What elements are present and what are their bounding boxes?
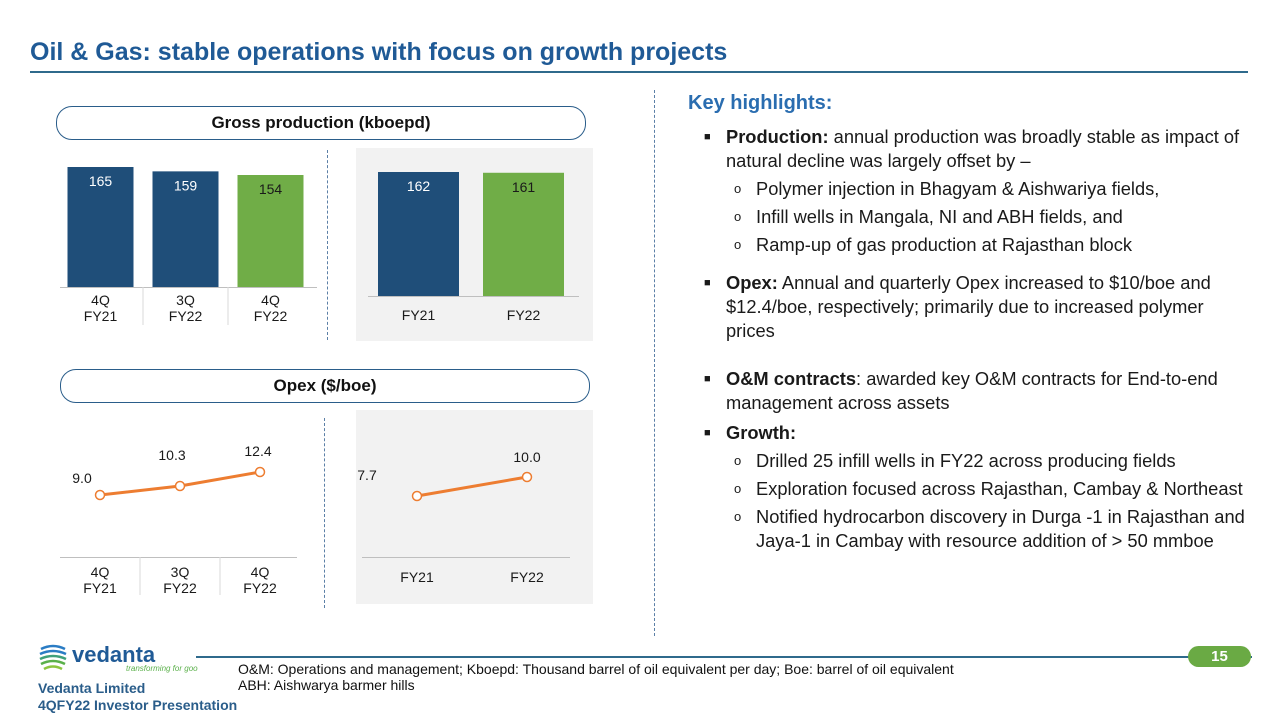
opex-label: Opex ($/boe): [60, 369, 590, 403]
om-bold-label: O&M contracts: [726, 368, 857, 389]
x-tick-label: FY22: [510, 569, 544, 585]
annual-opex-panel: [356, 410, 593, 604]
logo-mark-icon: [39, 643, 67, 671]
opex-bold-label: Opex:: [726, 272, 778, 293]
bar-value-label: 159: [174, 177, 198, 193]
key-highlights: Key highlights: ■ Production: annual pro…: [688, 92, 1248, 553]
bar-value-label: 161: [512, 179, 536, 195]
growth-sub-item: o Exploration focused across Rajasthan, C…: [734, 478, 1243, 499]
x-tick-label: 4Q: [91, 292, 110, 308]
om-bullet: ■ O&M contracts: awarded key O&M contrac…: [688, 367, 1248, 415]
annual-opex-chart: 7.7 FY21 10.0 FY22: [357, 449, 570, 585]
x-tick-label: 3Q: [176, 292, 195, 308]
gross-production-label: Gross production (kboepd): [56, 106, 586, 140]
presentation-name: 4QFY22 Investor Presentation: [38, 697, 238, 713]
slide-title: Oil & Gas: stable operations with focus …: [30, 38, 728, 66]
x-tick-label: FY22: [243, 580, 277, 596]
footnote: O&M: Operations and management; Kboepd: …: [238, 661, 954, 693]
production-sub-item: o Ramp-up of gas production at Rajasthan …: [734, 234, 1132, 255]
x-tick-label: 4Q: [251, 564, 270, 580]
growth-sub-item: o Notified hydrocarbon discovery in Durga…: [734, 506, 1245, 551]
svg-text:vedanta: vedanta: [72, 642, 156, 667]
square-bullet-icon: ■: [704, 373, 711, 385]
x-tick-label: 3Q: [171, 564, 190, 580]
vedanta-logo: vedanta transforming for good: [39, 642, 198, 673]
data-value-label: 7.7: [357, 467, 377, 483]
x-tick-label: 4Q: [91, 564, 110, 580]
square-bullet-icon: ■: [704, 131, 711, 143]
x-tick-label: FY22: [507, 307, 541, 323]
growth-bold-label: Growth:: [726, 422, 797, 443]
bar: [483, 172, 564, 296]
bar-value-label: 165: [89, 173, 113, 189]
bar-value-label: 154: [259, 181, 283, 197]
company-name: Vedanta Limited: [38, 680, 146, 696]
growth-sub-item: o Drilled 25 infill wells in FY22 across …: [734, 450, 1176, 471]
x-tick-label: FY21: [400, 569, 434, 585]
square-bullet-icon: ■: [704, 427, 711, 439]
opex-bullet: ■ Opex: Annual and quarterly Opex increa…: [688, 271, 1248, 343]
data-point: [411, 490, 423, 502]
production-divider: [327, 150, 328, 340]
opex-text: Annual and quarterly Opex increased to $…: [726, 272, 1211, 341]
data-value-label: 9.0: [72, 470, 92, 486]
x-tick-label: FY21: [83, 580, 117, 596]
x-tick-label: FY22: [163, 580, 197, 596]
x-tick-label: FY22: [169, 308, 203, 324]
production-bullet: ■ Production: annual production was broa…: [688, 125, 1248, 173]
opex-divider: [324, 418, 325, 608]
bar: [67, 167, 134, 287]
bar: [152, 171, 219, 287]
footnote-line: ABH: Aishwarya barmer hills: [238, 677, 415, 693]
data-value-label: 10.0: [513, 449, 540, 465]
data-point: [521, 471, 533, 483]
annual-production-chart: 162 FY21 161 FY22: [368, 172, 579, 323]
title-divider: [30, 71, 1248, 73]
footnote-line: O&M: Operations and management; Kboepd: …: [238, 661, 954, 677]
company-info: Vedanta Limited 4QFY22 Investor Presenta…: [38, 680, 237, 714]
circle-bullet-icon: o: [734, 209, 742, 224]
bar: [378, 172, 459, 296]
data-value-label: 12.4: [244, 443, 271, 459]
production-text: annual production was broadly stable as …: [726, 126, 1240, 171]
production-bold-label: Production:: [726, 126, 829, 147]
data-value-label: 10.3: [158, 447, 185, 463]
footer-divider: [196, 656, 1252, 658]
growth-bullet: ■ Growth:: [688, 421, 1248, 445]
data-point: [174, 480, 186, 492]
circle-bullet-icon: o: [734, 237, 742, 252]
circle-bullet-icon: o: [734, 453, 742, 468]
bar: [237, 175, 304, 287]
data-point: [94, 489, 106, 501]
production-sub-item: o Polymer injection in Bhagyam & Aishwari…: [734, 178, 1160, 199]
production-sub-item: o Infill wells in Mangala, NI and ABH fie…: [734, 206, 1123, 227]
data-point: [254, 466, 266, 478]
om-text: : awarded key O&M contracts for End-to-e…: [726, 368, 1218, 413]
page-number-badge: 15: [1188, 646, 1251, 667]
series-line: [416, 475, 528, 498]
svg-text:transforming for good: transforming for good: [126, 664, 198, 673]
x-tick-label: FY21: [84, 308, 118, 324]
circle-bullet-icon: o: [734, 481, 742, 496]
x-tick-label: FY22: [254, 308, 288, 324]
square-bullet-icon: ■: [704, 277, 711, 289]
column-divider: [654, 90, 655, 636]
circle-bullet-icon: o: [734, 181, 742, 196]
bar-value-label: 162: [407, 178, 431, 194]
x-tick-label: 4Q: [261, 292, 280, 308]
highlights-title: Key highlights:: [688, 92, 833, 114]
x-tick-label: FY21: [402, 307, 436, 323]
circle-bullet-icon: o: [734, 509, 742, 524]
